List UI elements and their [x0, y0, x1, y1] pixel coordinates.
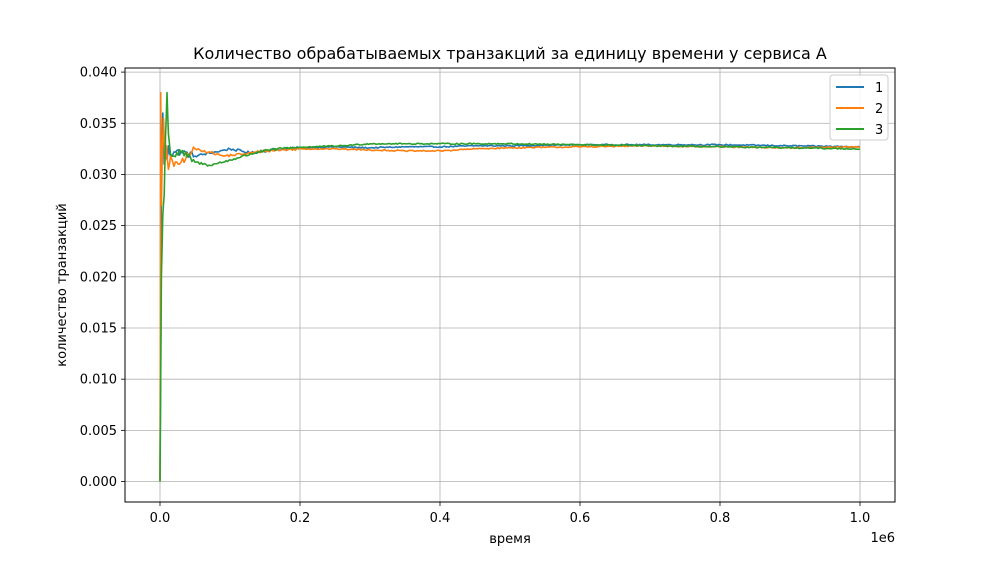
legend-label: 3: [875, 123, 883, 138]
y-tick-label: 0.005: [80, 424, 117, 439]
series-lines: [159, 91, 861, 482]
y-axis-label: количество транзакций: [55, 203, 70, 366]
y-tick-label: 0.035: [80, 117, 117, 132]
y-tick-label: 0.010: [80, 373, 117, 388]
series-line-3: [159, 91, 861, 482]
x-tick-label: 0.6: [570, 511, 591, 526]
x-axis-label: время: [489, 532, 531, 547]
y-tick-label: 0.025: [80, 219, 117, 234]
x-tick-label: 1.0: [850, 511, 871, 526]
y-tick-label: 0.015: [80, 321, 117, 336]
x-axis-offset-label: 1e6: [870, 531, 895, 546]
x-tick-label: 0.0: [150, 511, 171, 526]
chart-title: Количество обрабатываемых транзакций за …: [193, 44, 827, 63]
y-tick-label: 0.000: [80, 475, 117, 490]
legend-label: 2: [875, 102, 883, 117]
y-tick-label: 0.030: [80, 168, 117, 183]
axis-ticks: 0.0 0.2 0.4 0.6 0.8 1.0 0.000 0.005 0.010 0.015 0.…: [80, 66, 871, 526]
x-tick-label: 0.2: [290, 511, 311, 526]
grid-lines: [125, 68, 895, 502]
legend-label: 1: [875, 81, 883, 96]
plot-frame: [124, 67, 896, 503]
y-tick-label: 0.040: [80, 66, 117, 81]
y-tick-label: 0.020: [80, 270, 117, 285]
x-tick-label: 0.4: [430, 511, 451, 526]
x-tick-label: 0.8: [710, 511, 731, 526]
legend: 1 2 3: [829, 74, 889, 141]
